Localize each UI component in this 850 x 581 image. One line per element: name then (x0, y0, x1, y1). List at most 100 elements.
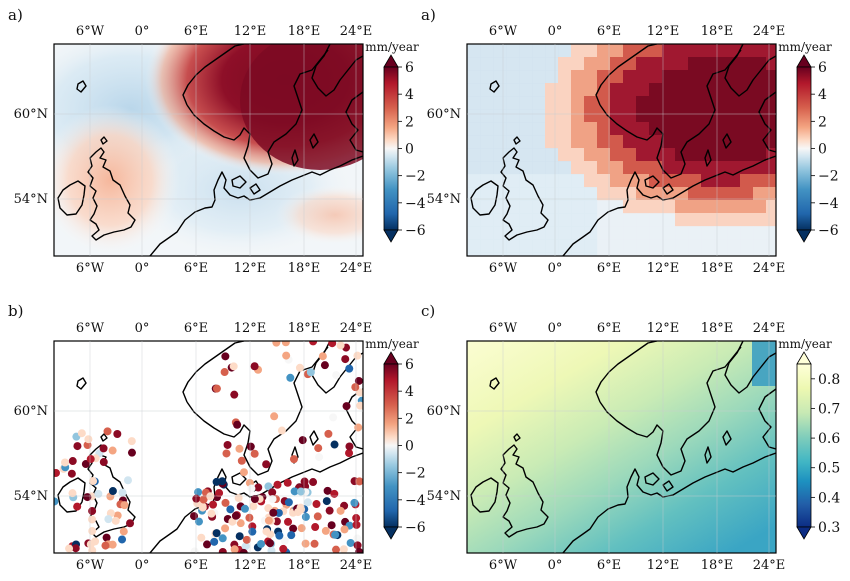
field-cell (753, 83, 767, 97)
station-dot (197, 533, 206, 542)
station-dot (86, 540, 95, 549)
field-cell (467, 135, 481, 149)
station-dot (212, 384, 221, 393)
station-dot (286, 373, 295, 382)
field-cell (532, 252, 546, 256)
station-dot (228, 517, 237, 526)
lon-tick-label-bottom: 6°E (597, 261, 621, 276)
station-dot (113, 429, 122, 438)
station-dot (249, 502, 258, 511)
field-cell (584, 122, 598, 136)
field-cell (610, 239, 624, 253)
field-cell (571, 213, 585, 227)
station-dot (210, 537, 219, 546)
lon-tick-label-top: 6°E (597, 321, 621, 336)
field-cell (636, 122, 650, 136)
field-cell (701, 44, 715, 58)
lon-tick-label-bottom: 18°E (288, 558, 321, 573)
field-cell (753, 44, 767, 58)
station-dot (355, 388, 363, 397)
lon-tick-label-top: 18°E (288, 321, 321, 336)
station-dot (322, 497, 331, 506)
lon-tick-label-bottom: 18°E (701, 558, 734, 573)
field-cell (519, 213, 533, 227)
field-cell (558, 122, 572, 136)
station-dot (296, 487, 305, 496)
field-cell (623, 122, 637, 136)
field-cell (753, 148, 767, 162)
lon-tick-label-bottom: 6°E (184, 261, 208, 276)
field-cell (545, 57, 559, 71)
station-dot (240, 504, 249, 513)
lon-tick-label-bottom: 24°E (753, 558, 786, 573)
station-dot (126, 519, 135, 528)
field-cell (727, 187, 741, 201)
station-dot (123, 476, 132, 485)
field-cell (519, 109, 533, 123)
field-cell (532, 83, 546, 97)
field-cell (597, 174, 611, 188)
station-dot (94, 489, 103, 498)
station-dot (297, 505, 306, 514)
lon-tick-label-bottom: 6°W (76, 261, 105, 276)
station-dot (325, 506, 334, 515)
station-dot (234, 494, 243, 503)
field-cell (766, 135, 776, 149)
field-cell (636, 109, 650, 123)
station-dot (67, 469, 76, 478)
station-dot (221, 352, 230, 361)
field-cell (727, 252, 741, 256)
lon-tick-label-bottom: 18°E (701, 261, 734, 276)
station-dot (328, 341, 337, 348)
colorbar-unit-label: mm/year (365, 40, 419, 54)
station-dot (88, 507, 97, 516)
field-cell (480, 187, 494, 201)
field-cell (584, 239, 598, 253)
field-cell (623, 226, 637, 240)
field-cell (467, 252, 481, 256)
station-dot (250, 495, 259, 504)
field-cell (571, 122, 585, 136)
field-cell (571, 44, 585, 58)
field-cell (766, 70, 776, 84)
station-dot (54, 497, 59, 506)
field-cell (558, 57, 572, 71)
station-dot (353, 534, 362, 543)
field-cell (532, 226, 546, 240)
station-dot (236, 519, 245, 528)
colorbar: mm/year 6 4 2 0 −2 −4 −6 (778, 40, 839, 243)
field-cell (480, 239, 494, 253)
field-cell (519, 83, 533, 97)
station-dot (345, 364, 354, 373)
station-dot (242, 535, 251, 544)
station-dot (119, 527, 128, 536)
field-cell (506, 239, 520, 253)
colorbar-tick-label: 0 (818, 142, 827, 158)
station-dot (289, 455, 298, 464)
field-cell (519, 70, 533, 84)
station-dot (101, 541, 110, 550)
field-cell (532, 174, 546, 188)
field-cell (532, 109, 546, 123)
station-dot (88, 527, 97, 536)
station-dot (84, 435, 93, 444)
lon-tick-label-bottom: 0° (135, 558, 150, 573)
station-dot (330, 489, 339, 498)
lon-tick-label-bottom: 6°W (76, 558, 105, 573)
field-cell (597, 213, 611, 227)
field-cell (636, 148, 650, 162)
field-cell (493, 135, 507, 149)
field-cell (506, 109, 520, 123)
map-frame (53, 43, 364, 257)
station-dot (331, 530, 340, 539)
station-dot (235, 444, 244, 453)
station-dot (314, 444, 323, 453)
station-dot (336, 506, 345, 515)
field-cell (766, 109, 776, 123)
panel-label: a) (8, 6, 23, 24)
field-cell (688, 109, 702, 123)
field-cell (571, 96, 585, 110)
field-cell (610, 44, 624, 58)
field-cell (714, 70, 728, 84)
station-dot (315, 453, 324, 462)
